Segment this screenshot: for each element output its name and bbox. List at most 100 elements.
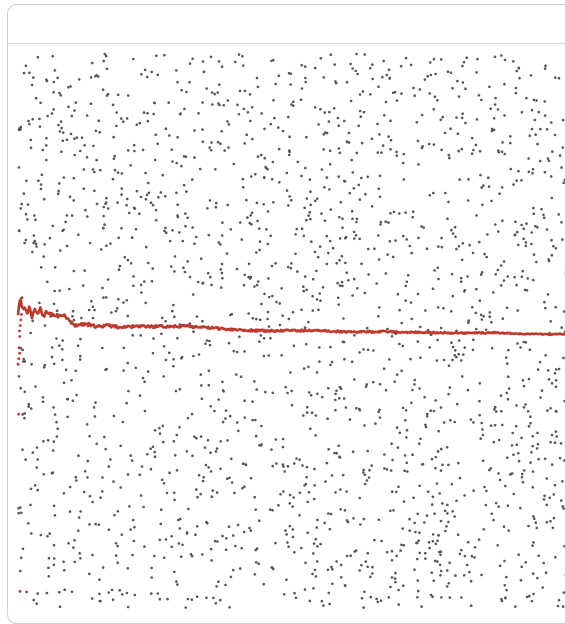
random-point xyxy=(524,403,527,406)
random-point xyxy=(275,462,278,465)
random-point xyxy=(519,507,522,510)
random-point xyxy=(490,321,493,324)
random-point xyxy=(378,258,381,261)
random-point xyxy=(464,122,467,125)
random-point xyxy=(150,71,153,74)
random-point xyxy=(282,446,285,449)
random-point xyxy=(500,598,503,601)
random-point xyxy=(353,231,356,234)
random-point xyxy=(481,318,484,321)
random-point xyxy=(320,212,323,215)
random-point xyxy=(405,436,408,439)
random-point xyxy=(243,399,246,402)
random-point xyxy=(344,509,347,512)
random-point xyxy=(296,228,299,231)
random-point xyxy=(311,295,314,298)
random-point xyxy=(404,419,407,422)
random-point xyxy=(329,528,332,531)
random-point xyxy=(86,476,89,479)
random-point xyxy=(441,246,444,249)
random-point xyxy=(535,99,538,102)
random-point xyxy=(432,540,435,543)
random-point xyxy=(343,397,346,400)
random-point xyxy=(432,580,435,583)
random-point xyxy=(120,117,123,120)
random-point xyxy=(396,99,399,102)
random-point xyxy=(379,196,382,199)
random-point xyxy=(309,600,312,603)
random-point xyxy=(258,340,261,343)
random-point xyxy=(405,462,408,465)
random-point xyxy=(25,591,28,594)
random-point xyxy=(530,231,533,234)
random-point xyxy=(30,363,33,366)
random-point xyxy=(292,536,295,539)
random-point xyxy=(410,301,413,304)
random-point xyxy=(159,539,162,542)
random-point xyxy=(283,470,286,473)
random-point xyxy=(497,230,500,233)
random-point xyxy=(432,192,435,195)
random-point xyxy=(126,299,129,302)
random-point xyxy=(279,324,282,327)
random-point xyxy=(382,60,385,63)
random-point xyxy=(36,446,39,449)
random-point xyxy=(546,128,549,131)
random-point xyxy=(256,284,259,287)
random-point xyxy=(554,306,557,309)
random-point xyxy=(161,317,164,320)
random-point xyxy=(127,315,130,318)
random-point xyxy=(446,217,449,220)
random-point xyxy=(304,77,307,80)
random-point xyxy=(82,284,85,287)
random-point xyxy=(33,214,36,217)
random-point xyxy=(39,125,42,128)
random-point xyxy=(461,65,464,68)
random-point xyxy=(520,566,523,569)
random-point xyxy=(351,67,354,70)
random-point xyxy=(315,575,318,578)
random-point xyxy=(531,435,534,438)
random-point xyxy=(287,266,290,269)
random-point xyxy=(398,343,401,346)
random-point xyxy=(419,438,422,441)
random-point xyxy=(337,297,340,300)
random-point xyxy=(270,123,273,126)
random-point xyxy=(291,404,294,407)
random-point xyxy=(407,274,410,277)
random-point xyxy=(539,396,542,399)
random-point xyxy=(277,126,280,129)
random-point xyxy=(395,491,398,494)
random-point xyxy=(460,549,463,552)
random-point xyxy=(42,473,45,476)
random-point xyxy=(503,260,506,263)
random-point xyxy=(255,388,258,391)
random-point xyxy=(412,87,415,90)
random-point xyxy=(335,262,338,265)
random-point xyxy=(30,139,33,142)
random-point xyxy=(164,195,167,198)
random-point xyxy=(417,579,420,582)
random-point xyxy=(520,179,523,182)
random-point xyxy=(112,136,115,139)
random-point xyxy=(107,207,110,210)
random-point xyxy=(250,529,253,532)
random-point xyxy=(367,552,370,555)
random-point xyxy=(371,78,374,81)
random-point xyxy=(201,320,204,323)
random-point xyxy=(284,529,287,532)
random-point xyxy=(511,444,514,447)
random-point xyxy=(139,122,142,125)
random-point xyxy=(419,88,422,91)
random-point xyxy=(494,103,497,106)
random-point xyxy=(269,508,272,511)
random-point xyxy=(443,421,446,424)
random-point xyxy=(160,333,163,336)
random-point xyxy=(105,296,108,299)
random-point xyxy=(517,244,520,247)
random-point xyxy=(153,102,156,105)
random-point xyxy=(431,458,434,461)
random-point xyxy=(457,132,460,135)
random-point xyxy=(221,234,224,237)
random-point xyxy=(147,120,150,123)
